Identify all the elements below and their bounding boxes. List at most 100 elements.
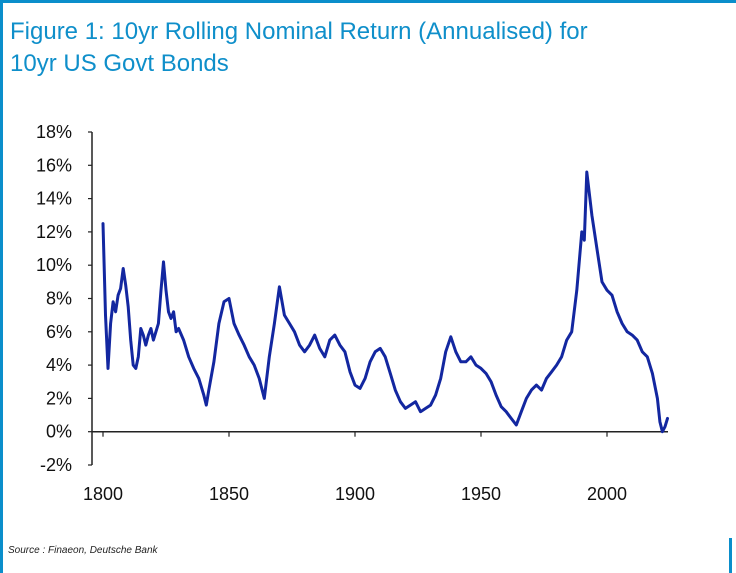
series-point xyxy=(112,300,115,303)
series-point xyxy=(177,327,180,330)
frame-left-border xyxy=(0,0,3,573)
series-point xyxy=(565,339,568,342)
series-point xyxy=(651,372,654,375)
series-group xyxy=(101,170,669,434)
series-point xyxy=(293,330,296,333)
series-point xyxy=(545,377,548,380)
title-line-1: Figure 1: 10yr Rolling Nominal Return (A… xyxy=(10,18,588,45)
series-point xyxy=(590,214,593,217)
x-tick-label: 1900 xyxy=(335,484,375,504)
figure-title: Figure 1: 10yr Rolling Nominal Return (A… xyxy=(10,16,710,80)
series-point xyxy=(585,171,588,173)
series-point xyxy=(540,389,543,392)
series-point xyxy=(459,360,462,363)
series-point xyxy=(374,350,377,353)
series-point xyxy=(429,404,432,407)
chart-axes xyxy=(88,131,668,466)
x-tick-labels: 1800 1850 1900 1950 2000 xyxy=(83,484,627,504)
series-point xyxy=(439,377,442,380)
series-point xyxy=(369,360,372,363)
series-point xyxy=(243,344,246,347)
y-tick-label: 10% xyxy=(36,255,72,275)
series-point xyxy=(313,334,316,337)
x-tick-label: 1850 xyxy=(209,484,249,504)
series-point xyxy=(104,314,107,317)
series-point xyxy=(124,284,127,287)
y-tick-label: 0% xyxy=(46,422,72,442)
y-tick-label: 4% xyxy=(46,355,72,375)
series-point xyxy=(167,310,170,313)
x-tick-label: 1950 xyxy=(461,484,501,504)
series-point xyxy=(570,330,573,333)
series-point xyxy=(550,370,553,373)
y-tick-labels: -2% 0% 2% 4% 6% 8% 10% 12% 14% 16% 18% xyxy=(36,122,72,475)
series-point xyxy=(182,339,185,342)
title-line-2: 10yr US Govt Bonds xyxy=(10,50,229,77)
series-point xyxy=(626,330,629,333)
series-point xyxy=(137,355,140,358)
series-point xyxy=(303,350,306,353)
series-point xyxy=(500,405,503,408)
series-point xyxy=(278,285,281,288)
series-point xyxy=(394,389,397,392)
series-point xyxy=(328,339,331,342)
series-point xyxy=(338,344,341,347)
series-point xyxy=(129,339,132,342)
series-point xyxy=(530,389,533,392)
series-point xyxy=(606,289,608,292)
series-point xyxy=(144,344,147,347)
series-point xyxy=(283,314,286,317)
series-point xyxy=(268,355,271,358)
series-line xyxy=(101,170,669,434)
series-point xyxy=(359,387,361,390)
series-point xyxy=(238,334,241,337)
series-point xyxy=(114,310,117,313)
series-point xyxy=(535,384,538,387)
series-point xyxy=(583,239,586,242)
series-point xyxy=(233,322,235,325)
series-point xyxy=(147,334,150,337)
series-point xyxy=(449,335,452,338)
series-point xyxy=(119,287,122,290)
series-point xyxy=(560,355,563,358)
series-point xyxy=(520,410,523,413)
y-tick-label: 16% xyxy=(36,155,72,175)
series-point xyxy=(464,360,467,363)
series-point xyxy=(469,355,472,358)
series-point xyxy=(102,222,104,225)
series-point xyxy=(197,377,200,380)
series-point xyxy=(142,334,145,337)
series-point xyxy=(555,364,558,367)
series-point xyxy=(273,322,276,325)
series-point xyxy=(636,339,639,342)
series-point xyxy=(575,289,578,292)
source-note: Source : Finaeon, Deutsche Bank xyxy=(8,545,158,556)
series-point xyxy=(160,289,162,292)
series-point xyxy=(212,360,215,363)
series-point xyxy=(263,397,266,400)
series-point xyxy=(616,310,619,313)
series-point xyxy=(323,355,326,358)
series-point xyxy=(349,370,351,373)
series-point xyxy=(419,410,422,413)
series-point xyxy=(122,267,125,270)
series-point xyxy=(139,327,142,330)
series-point xyxy=(515,424,518,426)
series-point xyxy=(580,230,583,233)
series-point xyxy=(475,364,477,367)
series-point xyxy=(490,380,493,383)
series-point xyxy=(223,300,225,303)
series-point xyxy=(117,294,120,297)
series-point xyxy=(318,347,321,350)
series-point xyxy=(354,384,356,387)
series-point xyxy=(333,334,336,337)
series-point xyxy=(454,350,457,353)
series-point xyxy=(658,420,661,423)
y-tick-label: -2% xyxy=(40,455,72,475)
series-point xyxy=(525,397,528,400)
y-tick-label: 18% xyxy=(36,122,72,142)
series-point xyxy=(162,260,165,263)
series-point xyxy=(217,322,220,325)
series-point xyxy=(154,330,157,333)
